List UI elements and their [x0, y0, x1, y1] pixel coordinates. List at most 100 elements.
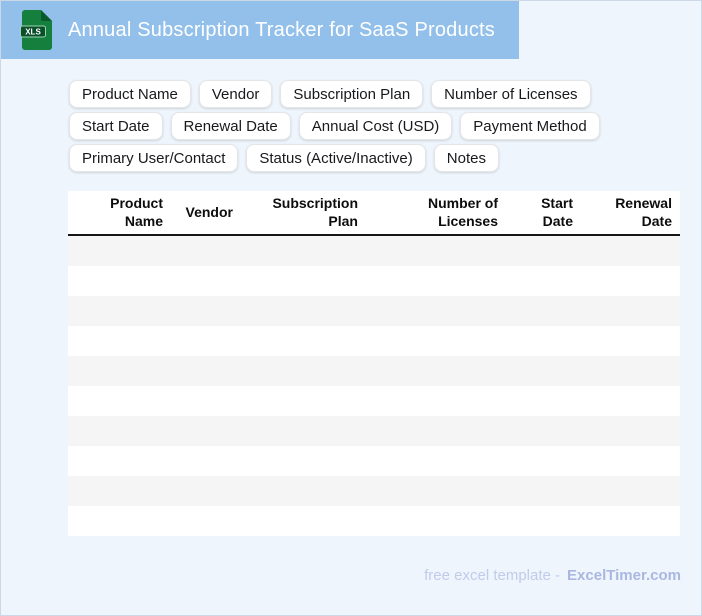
table-row: [68, 235, 680, 266]
field-chip-start-date[interactable]: Start Date: [69, 112, 163, 140]
table-cell: [366, 235, 506, 266]
field-chip-vendor[interactable]: Vendor: [198, 80, 273, 108]
field-chip-primary-user-contact[interactable]: Primary User/Contact: [69, 144, 239, 172]
table-cell: [68, 506, 171, 536]
table-cell: [506, 506, 581, 536]
table-cell: [581, 326, 680, 356]
table-cell: [68, 446, 171, 476]
table-cell: [506, 356, 581, 386]
table-row: [68, 446, 680, 476]
table-cell: [506, 386, 581, 416]
table-cell: [171, 266, 241, 296]
field-chip-payment-method[interactable]: Payment Method: [460, 112, 600, 140]
table-row: [68, 326, 680, 356]
table-cell: [581, 416, 680, 446]
column-header-number-of-licenses: Number of Licenses: [366, 191, 506, 236]
svg-text:XLS: XLS: [25, 28, 41, 37]
table-cell: [68, 386, 171, 416]
footer-credit: free excel template - ExcelTimer.com: [424, 567, 681, 584]
table-row: [68, 266, 680, 296]
table-cell: [506, 446, 581, 476]
table-cell: [68, 235, 171, 266]
table-row: [68, 416, 680, 446]
column-header-subscription-plan: Subscription Plan: [241, 191, 366, 236]
table-cell: [366, 506, 506, 536]
table-cell: [241, 506, 366, 536]
table-cell: [171, 446, 241, 476]
table-cell: [366, 296, 506, 326]
column-header-start-date: Start Date: [506, 191, 581, 236]
table-cell: [581, 266, 680, 296]
table-cell: [171, 506, 241, 536]
title-banner: XLS Annual Subscription Tracker for SaaS…: [1, 1, 519, 59]
column-header-renewal-date: Renewal Date: [581, 191, 680, 236]
table-row: [68, 356, 680, 386]
table-cell: [506, 416, 581, 446]
table-cell: [68, 266, 171, 296]
table-cell: [506, 235, 581, 266]
table-cell: [366, 476, 506, 506]
table-cell: [581, 235, 680, 266]
table-cell: [241, 476, 366, 506]
field-chip-renewal-date[interactable]: Renewal Date: [170, 112, 291, 140]
field-chip-product-name[interactable]: Product Name: [69, 80, 191, 108]
table-cell: [506, 266, 581, 296]
table-cell: [366, 356, 506, 386]
table-cell: [581, 476, 680, 506]
table-cell: [241, 326, 366, 356]
table-cell: [506, 476, 581, 506]
table-cell: [68, 326, 171, 356]
table-cell: [241, 416, 366, 446]
table-body: [68, 235, 680, 536]
column-header-product-name: Product Name: [68, 191, 171, 236]
table-cell: [171, 416, 241, 446]
field-chip-list: Product Name Vendor Subscription Plan Numbe…: [69, 80, 689, 172]
table-cell: [366, 386, 506, 416]
field-chip-annual-cost-usd[interactable]: Annual Cost (USD): [298, 112, 453, 140]
table-cell: [171, 476, 241, 506]
table-header-row: Product Name Vendor Subscription Plan Numbe…: [68, 191, 680, 236]
table-row: [68, 506, 680, 536]
footer-brand-link[interactable]: ExcelTimer.com: [567, 567, 681, 584]
table-row: [68, 386, 680, 416]
table-cell: [171, 235, 241, 266]
table-cell: [241, 296, 366, 326]
table-cell: [68, 476, 171, 506]
table-cell: [171, 296, 241, 326]
table-cell: [241, 446, 366, 476]
table-cell: [581, 446, 680, 476]
subscription-table: Product Name Vendor Subscription Plan Numbe…: [68, 191, 680, 536]
xls-file-icon: XLS: [20, 10, 52, 50]
footer-text: free excel template -: [424, 567, 561, 584]
table-cell: [241, 266, 366, 296]
column-header-vendor: Vendor: [171, 191, 241, 236]
table-cell: [171, 386, 241, 416]
table-cell: [68, 296, 171, 326]
table-cell: [366, 326, 506, 356]
subscription-table-wrapper: Product Name Vendor Subscription Plan Numbe…: [68, 191, 680, 536]
table-cell: [68, 356, 171, 386]
table-cell: [581, 356, 680, 386]
table-cell: [241, 386, 366, 416]
table-cell: [68, 416, 171, 446]
field-chip-subscription-plan[interactable]: Subscription Plan: [280, 80, 424, 108]
table-cell: [241, 235, 366, 266]
table-cell: [366, 446, 506, 476]
table-cell: [171, 356, 241, 386]
table-cell: [581, 506, 680, 536]
field-chip-status-active-inactive[interactable]: Status (Active/Inactive): [246, 144, 426, 172]
field-chip-notes[interactable]: Notes: [433, 144, 499, 172]
table-cell: [366, 416, 506, 446]
table-row: [68, 476, 680, 506]
table-cell: [581, 386, 680, 416]
table-cell: [581, 296, 680, 326]
table-row: [68, 296, 680, 326]
page-title: Annual Subscription Tracker for SaaS Pro…: [68, 18, 495, 41]
table-cell: [366, 266, 506, 296]
table-cell: [171, 326, 241, 356]
field-chip-number-of-licenses[interactable]: Number of Licenses: [431, 80, 591, 108]
table-cell: [506, 296, 581, 326]
table-cell: [241, 356, 366, 386]
table-cell: [506, 326, 581, 356]
